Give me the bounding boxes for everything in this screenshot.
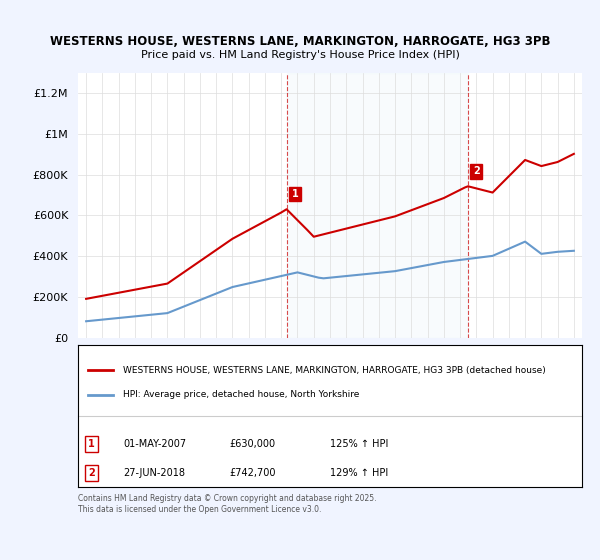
Text: Price paid vs. HM Land Registry's House Price Index (HPI): Price paid vs. HM Land Registry's House …	[140, 50, 460, 60]
Text: 2: 2	[88, 468, 95, 478]
Text: 01-MAY-2007: 01-MAY-2007	[124, 439, 187, 449]
Text: £742,700: £742,700	[229, 468, 276, 478]
Text: Contains HM Land Registry data © Crown copyright and database right 2025.
This d: Contains HM Land Registry data © Crown c…	[78, 494, 377, 514]
Text: WESTERNS HOUSE, WESTERNS LANE, MARKINGTON, HARROGATE, HG3 3PB (detached house): WESTERNS HOUSE, WESTERNS LANE, MARKINGTO…	[124, 366, 546, 375]
Text: 27-JUN-2018: 27-JUN-2018	[124, 468, 185, 478]
Text: HPI: Average price, detached house, North Yorkshire: HPI: Average price, detached house, Nort…	[124, 390, 360, 399]
Text: 125% ↑ HPI: 125% ↑ HPI	[330, 439, 388, 449]
Text: £630,000: £630,000	[229, 439, 275, 449]
Text: WESTERNS HOUSE, WESTERNS LANE, MARKINGTON, HARROGATE, HG3 3PB: WESTERNS HOUSE, WESTERNS LANE, MARKINGTO…	[50, 35, 550, 48]
Text: 2: 2	[473, 166, 479, 176]
Text: 1: 1	[292, 189, 298, 199]
Text: 129% ↑ HPI: 129% ↑ HPI	[330, 468, 388, 478]
Text: 1: 1	[88, 439, 95, 449]
Bar	[287, 73, 468, 338]
